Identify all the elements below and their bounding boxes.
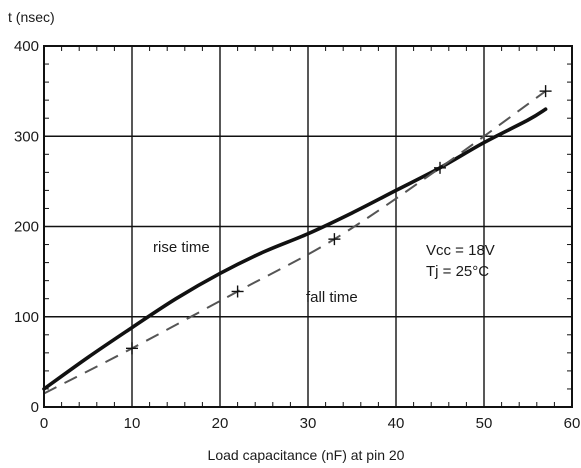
fall-time-label: fall time [306, 289, 358, 306]
fall-time-marker [434, 161, 446, 174]
x-tick-label: 20 [212, 415, 229, 432]
x-tick-label: 10 [124, 415, 141, 432]
y-tick-label: 400 [14, 38, 39, 55]
y-tick-label: 0 [31, 399, 39, 416]
y-tick-label: 300 [14, 128, 39, 145]
fall-time-marker [231, 285, 244, 298]
markers [126, 85, 552, 355]
vcc-label: Vcc = 18V [426, 242, 495, 259]
x-tick-label: 60 [564, 415, 581, 432]
tj-label: Tj = 25°C [426, 263, 489, 280]
grid [44, 46, 572, 407]
plot-frame [43, 45, 573, 408]
x-tick-label: 50 [476, 415, 493, 432]
x-tick-label: 30 [300, 415, 317, 432]
y-tick-label: 100 [14, 309, 39, 326]
x-axis-title: Load capacitance (nF) at pin 20 [208, 447, 405, 463]
y-tick-label: 200 [14, 219, 39, 236]
rise-time-label: rise time [153, 239, 210, 256]
fall-time-marker [539, 85, 552, 98]
x-tick-label: 40 [388, 415, 405, 432]
y-axis-title: t (nsec) [8, 9, 55, 25]
fall-time-marker [328, 233, 341, 246]
tick-labels: 0 10 20 30 40 50 60 0 100 200 300 400 [14, 38, 580, 432]
ticks [44, 46, 572, 407]
x-tick-label: 0 [40, 415, 48, 432]
series-rise-time-line [42, 107, 548, 391]
fall-time-marker [126, 342, 138, 355]
